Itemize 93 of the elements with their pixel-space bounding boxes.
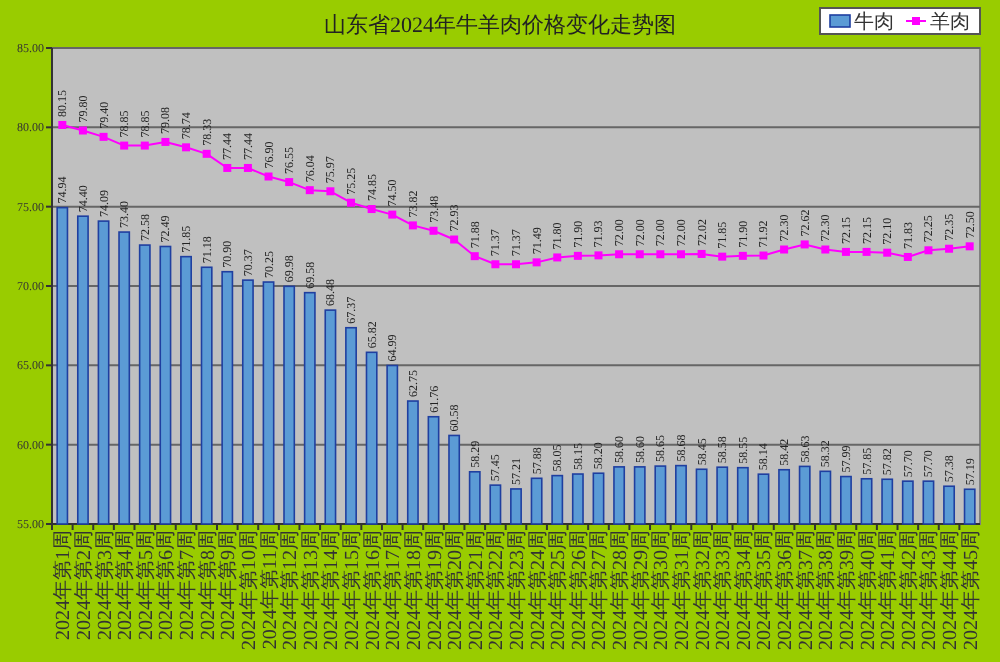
point (924, 246, 933, 255)
chart-title: 山东省2024年牛羊肉价格变化走势图 (324, 12, 676, 38)
x-tick-label: 2024年第32周 (690, 530, 715, 650)
x-tick-label: 2024年第33周 (711, 530, 736, 650)
x-tick-label: 2024年第38周 (814, 530, 839, 650)
point (161, 137, 170, 146)
point (635, 250, 644, 259)
x-tick-label: 2024年第15周 (340, 530, 365, 650)
point (99, 132, 108, 141)
point (182, 143, 191, 152)
point (780, 245, 789, 254)
point (347, 198, 356, 207)
x-tick-label: 2024年第42周 (896, 530, 921, 650)
point (883, 248, 892, 257)
point (594, 251, 603, 260)
x-tick-label: 2024年第14周 (319, 530, 344, 650)
x-tick-label: 2024年第17周 (381, 530, 406, 650)
x-tick-label: 2024年第10周 (236, 530, 261, 650)
point (759, 251, 768, 260)
point (388, 210, 397, 219)
x-tick-label: 2024年第21周 (463, 530, 488, 650)
point (532, 258, 541, 267)
point (285, 178, 294, 187)
point (120, 141, 129, 150)
x-tick-label: 2024年第26周 (566, 530, 591, 650)
point (841, 247, 850, 256)
x-tick-label: 2024年第44周 (938, 530, 963, 650)
x-tick-label: 2024年第34周 (731, 530, 756, 650)
x-tick-label: 2024年第31周 (669, 530, 694, 650)
x-tick-label: 2024年第16周 (360, 530, 385, 650)
point (58, 120, 67, 129)
x-tick-label: 2024年第3周 (92, 530, 117, 640)
x-tick-label: 2024年第23周 (505, 530, 529, 650)
x-tick-label: 2024年第6周 (154, 530, 179, 640)
x-tick-label: 2024年第8周 (195, 530, 220, 640)
point (615, 250, 624, 259)
point (202, 149, 211, 158)
x-tick-label: 2024年第25周 (546, 530, 571, 650)
legend-label: 牛肉 (854, 10, 894, 34)
x-tick-label: 2024年第43周 (917, 530, 942, 650)
point (697, 249, 706, 258)
point (676, 250, 685, 259)
x-tick-label: 2024年第45周 (958, 530, 983, 650)
x-tick-label: 2024年第30周 (649, 530, 674, 650)
x-tick-label: 2024年第24周 (525, 530, 550, 650)
legend-label: 羊肉 (930, 10, 970, 34)
point (429, 226, 438, 235)
x-tick-label: 2024年第7周 (175, 530, 200, 640)
point (264, 172, 273, 181)
point (945, 244, 954, 253)
x-tick-label: 2024年第35周 (752, 530, 777, 650)
x-tick-label: 2024年第40周 (855, 530, 880, 650)
point (800, 240, 809, 249)
point (656, 250, 665, 259)
point (223, 163, 232, 172)
point (408, 221, 417, 230)
point (470, 252, 479, 261)
point (512, 260, 520, 269)
x-tick-label: 2024年第36周 (773, 530, 798, 650)
x-tick-label: 2024年第22周 (484, 530, 509, 650)
x-tick-label: 2024年第12周 (278, 530, 303, 650)
x-tick-label: 2024年第29周 (628, 530, 653, 650)
x-tick-label: 2024年第41周 (876, 530, 901, 650)
point (738, 251, 747, 260)
point (573, 251, 582, 260)
x-tick-label: 2024年第19周 (422, 530, 447, 650)
point (78, 126, 87, 135)
x-tick-label: 2024年第11周 (257, 530, 282, 650)
point (965, 242, 974, 251)
point (326, 187, 335, 196)
point (821, 245, 830, 254)
x-tick-label: 2024年第4周 (113, 530, 138, 640)
x-tick-label: 2024年第13周 (298, 530, 323, 650)
point (450, 235, 459, 244)
x-tick-label: 2024年第5周 (133, 530, 158, 640)
x-tick-label: 2024年第18周 (401, 530, 426, 650)
x-tick-label: 2024年第39周 (834, 530, 859, 650)
x-tick-label: 2024年第37周 (793, 530, 818, 650)
point (718, 252, 727, 261)
x-tick-label: 2024年第28周 (608, 530, 633, 650)
point (140, 141, 149, 150)
point (367, 205, 376, 214)
x-tick-label: 2024年第9周 (216, 530, 241, 640)
point (305, 186, 314, 195)
x-tick-label: 2024年第20周 (443, 530, 468, 650)
x-tick-label: 2024年第27周 (587, 530, 612, 650)
point (491, 260, 500, 269)
point (903, 252, 912, 261)
point (553, 253, 562, 262)
x-tick-label: 2024年第1周 (51, 530, 76, 640)
point (862, 247, 871, 256)
point (243, 163, 252, 172)
x-tick-label: 2024年第2周 (71, 530, 96, 640)
